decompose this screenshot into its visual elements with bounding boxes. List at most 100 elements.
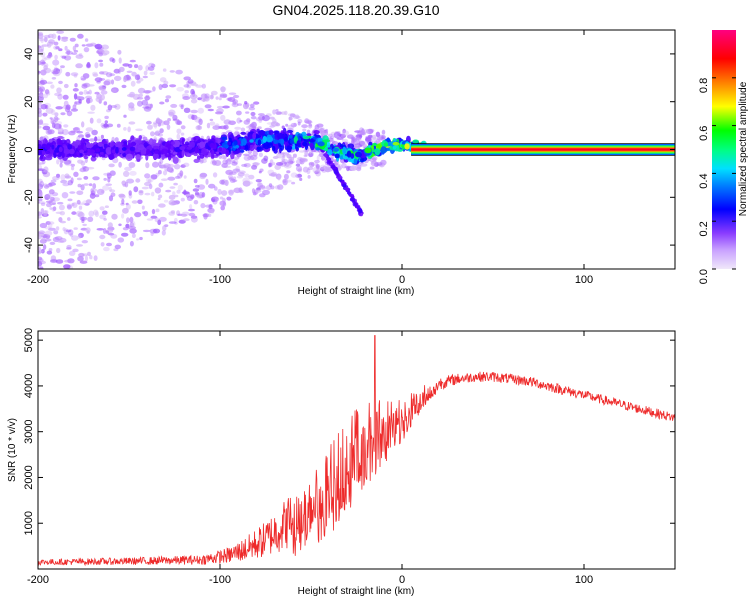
spectrogram-noise-cell (162, 68, 167, 72)
spectrogram-noise-cell (150, 131, 155, 137)
spectrogram-band-cell (342, 149, 347, 154)
spectrogram-branch-cell (357, 208, 363, 214)
spectrogram-noise-cell (143, 210, 149, 217)
spectrogram-band-cell (85, 143, 91, 149)
spectrogram-noise-cell (111, 213, 118, 220)
spectrogram-noise-cell (75, 54, 84, 59)
spectrogram-noise-cell (190, 98, 198, 104)
spectrogram-noise-cell (277, 184, 284, 190)
spectrogram-noise-cell (163, 199, 169, 203)
spectrogram-band-cell (277, 132, 284, 140)
spectrogram-band-cell (376, 144, 382, 149)
spectrogram-noise-cell (245, 181, 253, 185)
spectrogram-noise-cell (81, 121, 85, 128)
spectrogram-noise-cell (100, 242, 105, 247)
spectrogram-noise-cell (109, 73, 116, 77)
snr-y-label: SNR (10 * v/v) (7, 418, 18, 482)
spectrogram-noise-cell (65, 71, 71, 77)
spectrogram-noise-cell (58, 124, 62, 129)
spectrogram-noise-cell (135, 178, 141, 183)
spectrogram-band-cell (179, 146, 186, 151)
spectrogram-noise-cell (92, 73, 99, 77)
spectrogram-noise-cell (145, 94, 150, 98)
spectrogram-band-cell (271, 145, 276, 152)
spectrogram-noise-cell (86, 91, 90, 95)
spectrogram-noise-cell (239, 119, 243, 123)
spectrogram-noise-cell (381, 129, 386, 135)
spectrogram-noise-cell (167, 118, 172, 122)
spectrogram-noise-cell (175, 175, 181, 179)
spectrogram-noise-cell (370, 160, 378, 167)
spectrogram-noise-cell (76, 95, 81, 100)
spectrogram-noise-cell (87, 251, 91, 256)
spectrogram-noise-cell (277, 174, 281, 181)
spectrogram-noise-cell (368, 129, 374, 134)
spectrogram-band-cell (268, 130, 274, 136)
spectrogram-noise-cell (214, 186, 218, 191)
spectrogram-noise-cell (341, 138, 349, 143)
spectrogram-band-cell (51, 144, 55, 150)
x-tick-label: -100 (209, 574, 231, 586)
spectrogram-noise-cell (89, 255, 93, 260)
spectrogram-noise-cell (64, 160, 72, 167)
spectrogram-noise-cell (96, 80, 101, 84)
spectrogram-noise-cell (51, 33, 57, 40)
spectrogram-band-cell (95, 147, 101, 153)
spectrogram-noise-cell (63, 159, 72, 165)
spectrogram-noise-cell (43, 63, 49, 68)
spectrogram-branch-cell (347, 191, 351, 195)
spectrogram-noise-cell (307, 175, 311, 179)
spectrogram-noise-cell (39, 119, 44, 125)
spectrogram-noise-cell (172, 114, 178, 121)
spectrogram-noise-cell (155, 208, 160, 213)
spectrogram-noise-cell (40, 202, 46, 206)
spectrogram-noise-cell (193, 178, 198, 184)
spectrogram-noise-cell (69, 37, 76, 42)
spectrogram-noise-cell (250, 116, 257, 120)
spectrogram-noise-cell (276, 162, 284, 166)
spectrogram-noise-cell (85, 127, 94, 132)
spectrogram-noise-cell (246, 118, 251, 123)
spectrogram-noise-cell (154, 131, 161, 136)
spectrogram-band-cell (53, 151, 57, 159)
spectrogram-noise-cell (300, 157, 308, 162)
spectrogram-noise-cell (74, 83, 78, 88)
spectrogram-noise-cell (151, 191, 155, 197)
spectrogram-noise-cell (180, 125, 186, 130)
spectrogram-noise-cell (57, 35, 61, 41)
spectrogram-noise-cell (47, 221, 55, 225)
spectrogram-band-cell (138, 135, 143, 140)
spectrogram-noise-cell (378, 163, 384, 167)
spectrogram-noise-cell (71, 108, 78, 112)
spectrogram-noise-cell (78, 205, 83, 210)
spectrogram-band-cell (221, 142, 229, 149)
spectrogram-band-cell (79, 149, 85, 154)
spectrogram-band-cell (257, 146, 262, 150)
spectrogram-noise-cell (183, 76, 191, 81)
spectrogram-noise-cell (85, 63, 92, 69)
spectrogram-noise-cell (123, 126, 127, 131)
spectrogram-noise-cell (341, 130, 349, 136)
spectrogram-noise-cell (234, 126, 242, 130)
spectrogram-noise-cell (68, 159, 72, 163)
spectrogram-noise-cell (131, 200, 138, 204)
spectrogram-noise-cell (77, 211, 85, 218)
spectrogram-noise-cell (103, 123, 108, 128)
spectrogram-noise-cell (73, 227, 78, 230)
spectrogram-noise-cell (281, 157, 286, 162)
spectrogram-noise-cell (66, 204, 72, 210)
spectrogram-noise-cell (64, 45, 68, 51)
spectrogram-noise-cell (76, 244, 83, 247)
spectrogram-noise-cell (52, 59, 60, 66)
spectrogram-band-cell (302, 135, 310, 140)
spectrogram-noise-cell (242, 180, 251, 187)
spectrogram-band-cell (186, 153, 192, 157)
spectrogram-noise-cell (128, 162, 136, 168)
spectrogram-noise-cell (38, 125, 42, 129)
spectrogram-band-cell (160, 148, 169, 155)
spectrogram-noise-cell (381, 135, 386, 139)
spectrogram-noise-cell (261, 115, 270, 122)
spectrogram-noise-cell (47, 129, 55, 135)
spectrogram-noise-cell (210, 90, 218, 96)
